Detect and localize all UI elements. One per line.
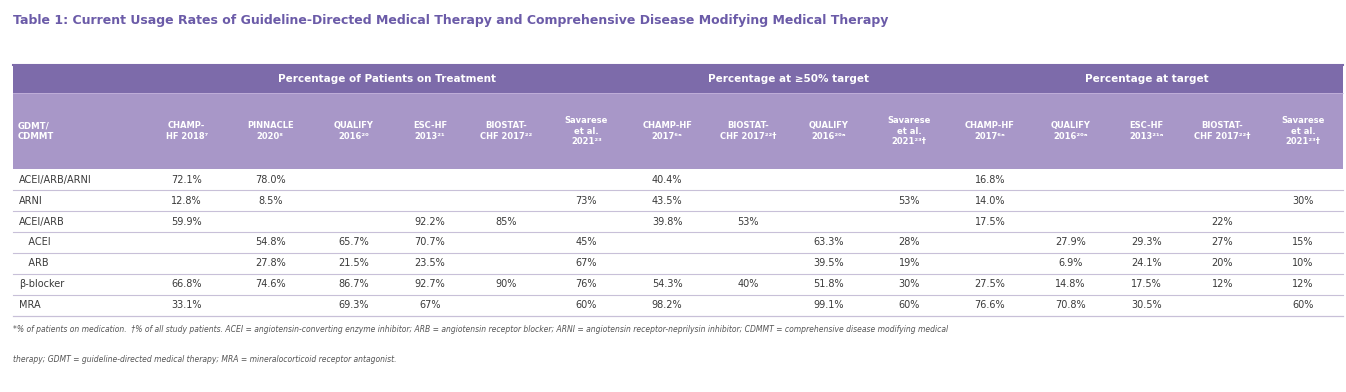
- Text: CHAMP-HF
2017⁶ᵃ: CHAMP-HF 2017⁶ᵃ: [965, 122, 1015, 141]
- Text: Savarese
et al.
2021²³†: Savarese et al. 2021²³†: [887, 116, 931, 146]
- Text: 30.5%: 30.5%: [1131, 300, 1162, 310]
- Text: ACEI/ARB/ARNI: ACEI/ARB/ARNI: [19, 175, 92, 185]
- Text: Table 1: Current Usage Rates of Guideline-Directed Medical Therapy and Comprehen: Table 1: Current Usage Rates of Guidelin…: [13, 14, 888, 27]
- Text: 17.5%: 17.5%: [1131, 279, 1162, 289]
- Text: 14.0%: 14.0%: [975, 196, 1005, 206]
- Text: 28%: 28%: [899, 238, 919, 247]
- Text: 45%: 45%: [576, 238, 598, 247]
- Text: 54.8%: 54.8%: [254, 238, 285, 247]
- Text: 60%: 60%: [1292, 300, 1314, 310]
- Text: 22%: 22%: [1211, 216, 1233, 227]
- Text: 12.8%: 12.8%: [171, 196, 202, 206]
- Text: QUALIFY
2016²⁰ᵃ: QUALIFY 2016²⁰ᵃ: [809, 122, 848, 141]
- Text: 70.8%: 70.8%: [1055, 300, 1086, 310]
- Text: ESC-HF
2013²¹ᵃ: ESC-HF 2013²¹ᵃ: [1129, 122, 1164, 141]
- Text: 67%: 67%: [419, 300, 440, 310]
- Text: 86.7%: 86.7%: [339, 279, 369, 289]
- Text: 24.1%: 24.1%: [1131, 258, 1162, 269]
- Text: 85%: 85%: [495, 216, 517, 227]
- Text: Savarese
et al.
2021²³: Savarese et al. 2021²³: [565, 116, 608, 146]
- Text: 53%: 53%: [738, 216, 759, 227]
- Text: 90%: 90%: [495, 279, 517, 289]
- Text: 98.2%: 98.2%: [651, 300, 682, 310]
- Text: 40%: 40%: [738, 279, 758, 289]
- Text: GDMT/
CDMMT: GDMT/ CDMMT: [17, 122, 54, 141]
- Text: 8.5%: 8.5%: [258, 196, 283, 206]
- Text: therapy; GDMT = guideline-directed medical therapy; MRA = mineralocorticoid rece: therapy; GDMT = guideline-directed medic…: [13, 355, 397, 364]
- Text: 73%: 73%: [576, 196, 598, 206]
- Text: 6.9%: 6.9%: [1058, 258, 1082, 269]
- Text: CHAMP-HF
2017⁶ᵃ: CHAMP-HF 2017⁶ᵃ: [642, 122, 692, 141]
- Text: 27.9%: 27.9%: [1055, 238, 1086, 247]
- Text: ARNI: ARNI: [19, 196, 43, 206]
- Text: 16.8%: 16.8%: [975, 175, 1005, 185]
- Text: 76.6%: 76.6%: [975, 300, 1005, 310]
- Text: Percentage of Patients on Treatment: Percentage of Patients on Treatment: [277, 74, 495, 84]
- Text: 72.1%: 72.1%: [171, 175, 202, 185]
- Text: 70.7%: 70.7%: [415, 238, 446, 247]
- Text: Percentage at target: Percentage at target: [1085, 74, 1209, 84]
- Text: 39.8%: 39.8%: [651, 216, 682, 227]
- Text: 27%: 27%: [1211, 238, 1233, 247]
- Text: 60%: 60%: [899, 300, 919, 310]
- Text: 60%: 60%: [576, 300, 598, 310]
- Text: 21.5%: 21.5%: [339, 258, 369, 269]
- Text: 76%: 76%: [576, 279, 598, 289]
- Text: 39.5%: 39.5%: [813, 258, 844, 269]
- Text: 20%: 20%: [1211, 258, 1233, 269]
- Text: Savarese
et al.
2021²³†: Savarese et al. 2021²³†: [1281, 116, 1324, 146]
- Text: 51.8%: 51.8%: [813, 279, 844, 289]
- Text: 27.5%: 27.5%: [975, 279, 1005, 289]
- Text: QUALIFY
2016²⁰: QUALIFY 2016²⁰: [334, 122, 374, 141]
- Text: BIOSTAT-
CHF 2017²²†: BIOSTAT- CHF 2017²²†: [720, 122, 777, 141]
- Text: 59.9%: 59.9%: [171, 216, 202, 227]
- Text: 10%: 10%: [1292, 258, 1314, 269]
- Text: 27.8%: 27.8%: [254, 258, 285, 269]
- Text: MRA: MRA: [19, 300, 40, 310]
- Text: 30%: 30%: [899, 279, 919, 289]
- Text: ACEI: ACEI: [19, 238, 50, 247]
- Text: 78.0%: 78.0%: [254, 175, 285, 185]
- Text: ACEI/ARB: ACEI/ARB: [19, 216, 65, 227]
- Text: BIOSTAT-
CHF 2017²²: BIOSTAT- CHF 2017²²: [479, 122, 532, 141]
- Text: Percentage at ≥50% target: Percentage at ≥50% target: [708, 74, 868, 84]
- Text: 65.7%: 65.7%: [339, 238, 369, 247]
- Text: 74.6%: 74.6%: [254, 279, 285, 289]
- Text: 40.4%: 40.4%: [651, 175, 682, 185]
- Text: 54.3%: 54.3%: [651, 279, 682, 289]
- Text: PINNACLE
2020⁸: PINNACLE 2020⁸: [248, 122, 293, 141]
- Text: 29.3%: 29.3%: [1131, 238, 1162, 247]
- Text: 99.1%: 99.1%: [813, 300, 844, 310]
- Text: 67%: 67%: [576, 258, 598, 269]
- Text: 69.3%: 69.3%: [339, 300, 369, 310]
- Text: ARB: ARB: [19, 258, 48, 269]
- Text: QUALIFY
2016²⁰ᵃ: QUALIFY 2016²⁰ᵃ: [1051, 122, 1090, 141]
- Text: 92.2%: 92.2%: [415, 216, 446, 227]
- Text: ESC-HF
2013²¹: ESC-HF 2013²¹: [413, 122, 447, 141]
- Text: *% of patients on medication.  †% of all study patients. ACEI = angiotensin-conv: *% of patients on medication. †% of all …: [13, 325, 949, 334]
- Text: 92.7%: 92.7%: [415, 279, 446, 289]
- Text: 53%: 53%: [899, 196, 919, 206]
- Text: 33.1%: 33.1%: [171, 300, 202, 310]
- Text: 15%: 15%: [1292, 238, 1314, 247]
- Text: 43.5%: 43.5%: [651, 196, 682, 206]
- Text: 17.5%: 17.5%: [975, 216, 1005, 227]
- Text: 30%: 30%: [1292, 196, 1314, 206]
- Text: 14.8%: 14.8%: [1055, 279, 1086, 289]
- Text: 12%: 12%: [1211, 279, 1233, 289]
- Text: BIOSTAT-
CHF 2017²²†: BIOSTAT- CHF 2017²²†: [1194, 122, 1250, 141]
- Text: 63.3%: 63.3%: [813, 238, 844, 247]
- Text: 23.5%: 23.5%: [415, 258, 446, 269]
- Text: 19%: 19%: [899, 258, 919, 269]
- Text: CHAMP-
HF 2018⁷: CHAMP- HF 2018⁷: [166, 122, 207, 141]
- Text: β-blocker: β-blocker: [19, 279, 65, 289]
- Text: 66.8%: 66.8%: [171, 279, 202, 289]
- Text: 12%: 12%: [1292, 279, 1314, 289]
